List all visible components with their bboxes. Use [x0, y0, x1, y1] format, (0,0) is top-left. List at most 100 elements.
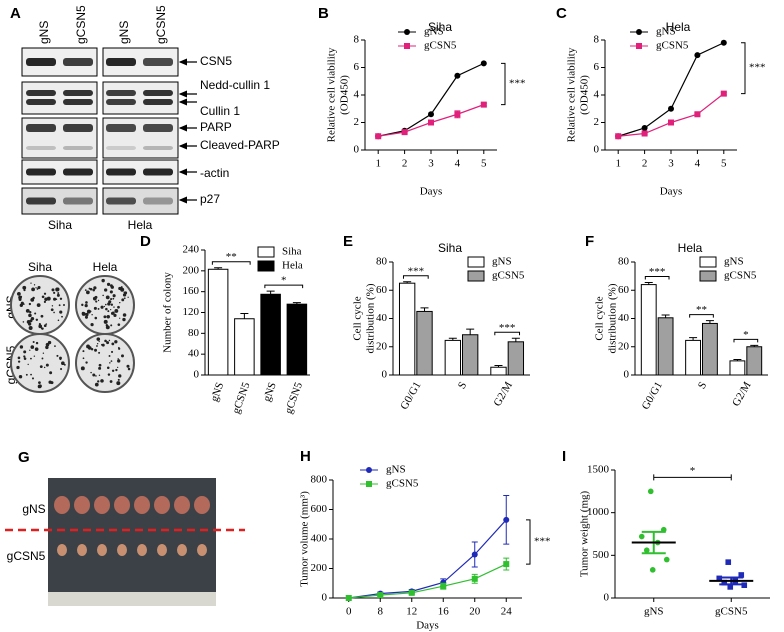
lane-label: gNS — [117, 21, 131, 44]
colony — [95, 375, 97, 377]
legend-label: gCSN5 — [724, 270, 757, 282]
blot-band — [143, 99, 173, 105]
error-bar — [266, 290, 275, 295]
annotation: *** — [509, 78, 526, 90]
error-bar — [494, 365, 503, 368]
colony — [96, 343, 99, 345]
colony — [59, 297, 63, 300]
colony — [119, 301, 121, 304]
colony — [117, 359, 121, 363]
x-tick-label: 4 — [455, 158, 461, 170]
colony — [96, 345, 98, 347]
tumor — [74, 496, 90, 514]
colony — [35, 341, 39, 345]
colony — [45, 323, 48, 325]
y-axis-label: Cell cycle — [352, 296, 364, 340]
colony — [106, 366, 110, 370]
panel-g: G gNS gCSN5 — [5, 449, 245, 606]
y-tick-label: 40 — [188, 348, 200, 360]
tumor — [194, 496, 210, 514]
colony — [110, 298, 113, 301]
blot-box — [21, 81, 98, 115]
panel-letter: B — [318, 5, 329, 22]
x-tick-label: 2 — [402, 158, 408, 170]
legend-label: gCSN5 — [492, 270, 525, 282]
colony — [112, 294, 116, 298]
bar — [398, 282, 416, 376]
y-tick-label: 8 — [354, 34, 360, 46]
x-tick-label: gCSN5 — [283, 380, 306, 415]
blot-band — [106, 90, 136, 96]
bar — [444, 339, 462, 376]
x-tick-label: 8 — [378, 606, 384, 618]
colony — [32, 340, 35, 343]
marker — [720, 39, 727, 46]
bracket — [211, 261, 251, 265]
bracket — [689, 314, 714, 318]
colony — [33, 284, 36, 286]
y-tick-label: 0 — [382, 369, 388, 381]
x-tick-label: 0 — [346, 606, 352, 618]
marker — [641, 130, 648, 137]
blot-band — [26, 146, 56, 150]
marker — [643, 547, 650, 554]
x-axis-label: Days — [416, 620, 439, 632]
line — [618, 93, 725, 137]
protein-label: CSN5 — [200, 54, 232, 68]
colony — [114, 340, 118, 344]
colony — [117, 366, 119, 368]
x-tick-label: 1 — [375, 158, 381, 170]
colony — [127, 296, 129, 298]
bracket — [733, 338, 759, 343]
y-tick-label: 4 — [594, 89, 600, 101]
chart-title: Siha — [428, 20, 452, 34]
y-tick-label: 2 — [354, 116, 360, 128]
legend-label: gCSN5 — [656, 40, 689, 52]
colony — [105, 295, 110, 300]
colony — [85, 301, 88, 304]
marker — [668, 119, 674, 126]
colony — [110, 360, 113, 362]
y-axis-label: (OD450) — [579, 75, 591, 115]
marker — [454, 111, 461, 118]
blot-band — [106, 168, 136, 176]
panel-letter: G — [18, 449, 30, 466]
y-tick-label: 6 — [354, 61, 360, 73]
legend-swatch — [467, 270, 485, 282]
cell-label: Siha — [48, 218, 72, 232]
colony — [98, 351, 101, 354]
colony — [59, 358, 62, 361]
x-tick-label: G2/M — [730, 380, 754, 409]
colony — [36, 288, 39, 290]
marker — [638, 533, 645, 540]
colony — [100, 305, 104, 309]
marker — [503, 561, 510, 568]
colony — [110, 324, 113, 327]
annotation: *** — [534, 535, 551, 547]
colony — [117, 323, 121, 326]
colony — [110, 308, 112, 311]
y-tick-label: 160 — [183, 285, 200, 297]
colony — [88, 287, 91, 290]
colony — [50, 308, 54, 312]
blot-band — [63, 197, 93, 205]
colony — [115, 368, 118, 372]
plate — [10, 333, 70, 393]
line — [348, 519, 507, 599]
colony — [43, 292, 47, 295]
y-tick-label: 40 — [618, 312, 630, 324]
error-bar — [705, 320, 714, 324]
colony — [101, 278, 105, 283]
colony — [38, 381, 41, 384]
bar — [685, 339, 701, 376]
blot-band — [106, 146, 136, 150]
marker — [649, 567, 656, 573]
y-tick-label: 0 — [604, 592, 610, 604]
colony — [94, 316, 98, 320]
y-tick-label: 6 — [594, 61, 600, 73]
colony — [30, 297, 35, 302]
colony — [90, 348, 94, 351]
colony — [50, 381, 54, 385]
bar — [729, 360, 746, 376]
